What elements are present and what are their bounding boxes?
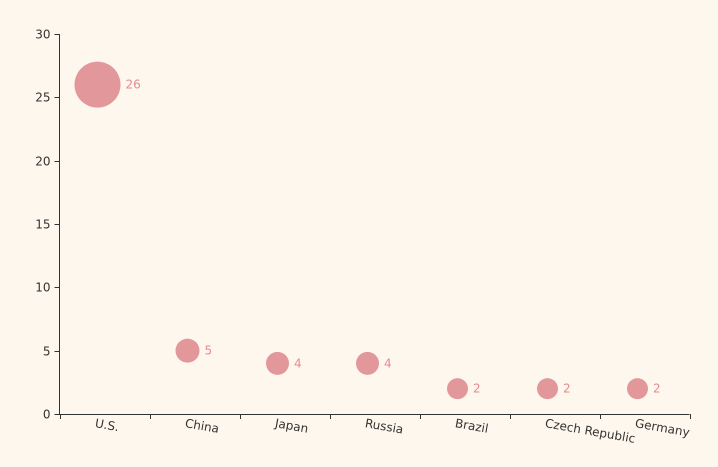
bubble-value-label: 2 [563, 382, 571, 396]
bubble-value-label: 2 [653, 382, 661, 396]
y-tick-label: 15 [35, 218, 50, 232]
bubble-series [74, 61, 648, 400]
bubble-value-label: 4 [294, 356, 302, 370]
bubble-point[interactable] [447, 378, 468, 400]
bubble-value-label: 4 [384, 356, 392, 370]
x-tick-label: China [184, 416, 220, 436]
x-tick-label: U.S. [94, 416, 120, 434]
y-axis: 0 5 10 15 20 25 30 [35, 28, 60, 422]
bubble-value-label: 5 [205, 344, 213, 358]
bubble-value-label: 2 [473, 382, 481, 396]
data-labels: 26 5 4 4 2 2 2 [126, 78, 661, 396]
y-tick-label: 25 [35, 91, 50, 105]
x-tick-label: Czech Republic [544, 416, 636, 446]
bubble-point[interactable] [627, 378, 648, 400]
bubble-point[interactable] [266, 351, 289, 375]
x-tick-label: Russia [364, 416, 404, 436]
x-tick-label: Germany [634, 416, 691, 439]
x-axis: U.S. China Japan Russia Brazil Czech Republic… [59, 414, 691, 446]
bubble-point[interactable] [175, 338, 200, 363]
bubble-point[interactable] [537, 378, 558, 400]
x-tick-label: Brazil [454, 416, 489, 436]
x-tick-label: Japan [273, 416, 309, 436]
y-tick-label: 5 [43, 345, 51, 359]
bubble-point[interactable] [74, 61, 121, 108]
y-tick-label: 10 [35, 281, 50, 295]
bubble-point[interactable] [356, 351, 379, 375]
y-tick-label: 20 [35, 155, 50, 169]
y-tick-label: 30 [35, 28, 50, 42]
bubble-value-label: 26 [126, 78, 141, 92]
y-tick-label: 0 [43, 408, 51, 422]
